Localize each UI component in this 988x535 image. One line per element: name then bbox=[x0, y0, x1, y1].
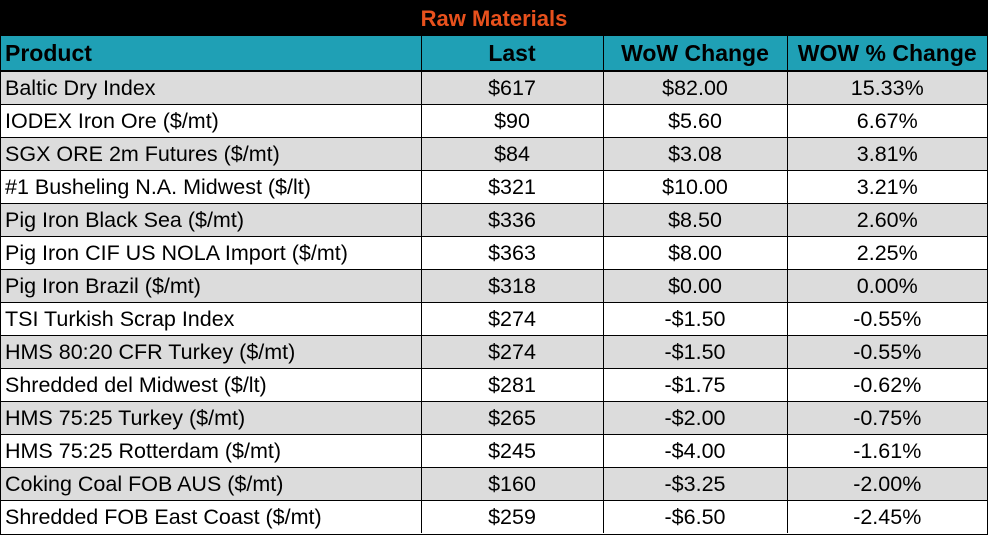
cell-wow-pct-change: -0.75% bbox=[787, 401, 987, 435]
raw-materials-table: Product Last WoW Change WOW % Change Bal… bbox=[1, 36, 987, 533]
cell-last: $265 bbox=[421, 401, 604, 435]
cell-wow-pct-change: 6.67% bbox=[787, 104, 987, 138]
cell-last: $90 bbox=[421, 104, 604, 138]
cell-product: Pig Iron CIF US NOLA Import ($/mt) bbox=[1, 236, 422, 270]
cell-product: Baltic Dry Index bbox=[1, 71, 422, 105]
cell-product: #1 Busheling N.A. Midwest ($/lt) bbox=[1, 170, 422, 204]
table-row: Pig Iron CIF US NOLA Import ($/mt) $363 … bbox=[1, 236, 987, 270]
cell-wow-pct-change: -2.00% bbox=[787, 467, 987, 501]
cell-wow-change: -$1.50 bbox=[603, 302, 788, 336]
cell-last: $336 bbox=[421, 203, 604, 237]
header-wow-pct-change: WOW % Change bbox=[787, 36, 987, 72]
table-row: IODEX Iron Ore ($/mt) $90 $5.60 6.67% bbox=[1, 104, 987, 138]
table-row: Shredded FOB East Coast ($/mt) $259 -$6.… bbox=[1, 500, 987, 533]
cell-product: Shredded del Midwest ($/lt) bbox=[1, 368, 422, 402]
cell-product: HMS 75:25 Rotterdam ($/mt) bbox=[1, 434, 422, 468]
table-title: Raw Materials bbox=[1, 0, 987, 36]
cell-product: IODEX Iron Ore ($/mt) bbox=[1, 104, 422, 138]
cell-wow-change: $3.08 bbox=[603, 137, 788, 171]
cell-wow-change: $0.00 bbox=[603, 269, 788, 303]
cell-wow-change: $10.00 bbox=[603, 170, 788, 204]
header-last: Last bbox=[421, 36, 604, 72]
cell-product: HMS 80:20 CFR Turkey ($/mt) bbox=[1, 335, 422, 369]
cell-last: $281 bbox=[421, 368, 604, 402]
cell-last: $259 bbox=[421, 500, 604, 533]
table-row: Baltic Dry Index $617 $82.00 15.33% bbox=[1, 71, 987, 105]
cell-last: $617 bbox=[421, 71, 604, 105]
cell-product: TSI Turkish Scrap Index bbox=[1, 302, 422, 336]
cell-wow-pct-change: -2.45% bbox=[787, 500, 987, 533]
cell-last: $84 bbox=[421, 137, 604, 171]
header-row: Product Last WoW Change WOW % Change bbox=[1, 36, 987, 72]
cell-last: $363 bbox=[421, 236, 604, 270]
cell-wow-pct-change: 15.33% bbox=[787, 71, 987, 105]
table-row: HMS 75:25 Rotterdam ($/mt) $245 -$4.00 -… bbox=[1, 434, 987, 468]
cell-last: $160 bbox=[421, 467, 604, 501]
cell-wow-pct-change: 2.60% bbox=[787, 203, 987, 237]
cell-wow-change: -$3.25 bbox=[603, 467, 788, 501]
cell-wow-change: -$2.00 bbox=[603, 401, 788, 435]
cell-last: $318 bbox=[421, 269, 604, 303]
table-row: HMS 80:20 CFR Turkey ($/mt) $274 -$1.50 … bbox=[1, 335, 987, 369]
cell-wow-change: -$1.75 bbox=[603, 368, 788, 402]
cell-last: $321 bbox=[421, 170, 604, 204]
cell-wow-change: $5.60 bbox=[603, 104, 788, 138]
cell-wow-change: -$4.00 bbox=[603, 434, 788, 468]
cell-product: HMS 75:25 Turkey ($/mt) bbox=[1, 401, 422, 435]
table-row: Coking Coal FOB AUS ($/mt) $160 -$3.25 -… bbox=[1, 467, 987, 501]
cell-wow-pct-change: -0.55% bbox=[787, 302, 987, 336]
cell-product: Pig Iron Brazil ($/mt) bbox=[1, 269, 422, 303]
cell-wow-change: $8.00 bbox=[603, 236, 788, 270]
header-wow-change: WoW Change bbox=[603, 36, 788, 72]
cell-last: $245 bbox=[421, 434, 604, 468]
cell-product: Pig Iron Black Sea ($/mt) bbox=[1, 203, 422, 237]
cell-product: Coking Coal FOB AUS ($/mt) bbox=[1, 467, 422, 501]
cell-wow-change: $82.00 bbox=[603, 71, 788, 105]
cell-wow-pct-change: -0.55% bbox=[787, 335, 987, 369]
cell-wow-pct-change: -0.62% bbox=[787, 368, 987, 402]
table-row: Shredded del Midwest ($/lt) $281 -$1.75 … bbox=[1, 368, 987, 402]
cell-wow-change: $8.50 bbox=[603, 203, 788, 237]
cell-wow-pct-change: 2.25% bbox=[787, 236, 987, 270]
table-row: TSI Turkish Scrap Index $274 -$1.50 -0.5… bbox=[1, 302, 987, 336]
table-row: SGX ORE 2m Futures ($/mt) $84 $3.08 3.81… bbox=[1, 137, 987, 171]
table-row: Pig Iron Black Sea ($/mt) $336 $8.50 2.6… bbox=[1, 203, 987, 237]
header-product: Product bbox=[1, 36, 422, 72]
cell-last: $274 bbox=[421, 335, 604, 369]
cell-wow-pct-change: 3.81% bbox=[787, 137, 987, 171]
table-row: #1 Busheling N.A. Midwest ($/lt) $321 $1… bbox=[1, 170, 987, 204]
cell-wow-pct-change: 3.21% bbox=[787, 170, 987, 204]
cell-last: $274 bbox=[421, 302, 604, 336]
cell-product: Shredded FOB East Coast ($/mt) bbox=[1, 500, 422, 533]
cell-product: SGX ORE 2m Futures ($/mt) bbox=[1, 137, 422, 171]
cell-wow-change: -$1.50 bbox=[603, 335, 788, 369]
cell-wow-pct-change: -1.61% bbox=[787, 434, 987, 468]
table-body: Baltic Dry Index $617 $82.00 15.33% IODE… bbox=[1, 71, 987, 533]
cell-wow-pct-change: 0.00% bbox=[787, 269, 987, 303]
cell-wow-change: -$6.50 bbox=[603, 500, 788, 533]
table-row: Pig Iron Brazil ($/mt) $318 $0.00 0.00% bbox=[1, 269, 987, 303]
table-row: HMS 75:25 Turkey ($/mt) $265 -$2.00 -0.7… bbox=[1, 401, 987, 435]
